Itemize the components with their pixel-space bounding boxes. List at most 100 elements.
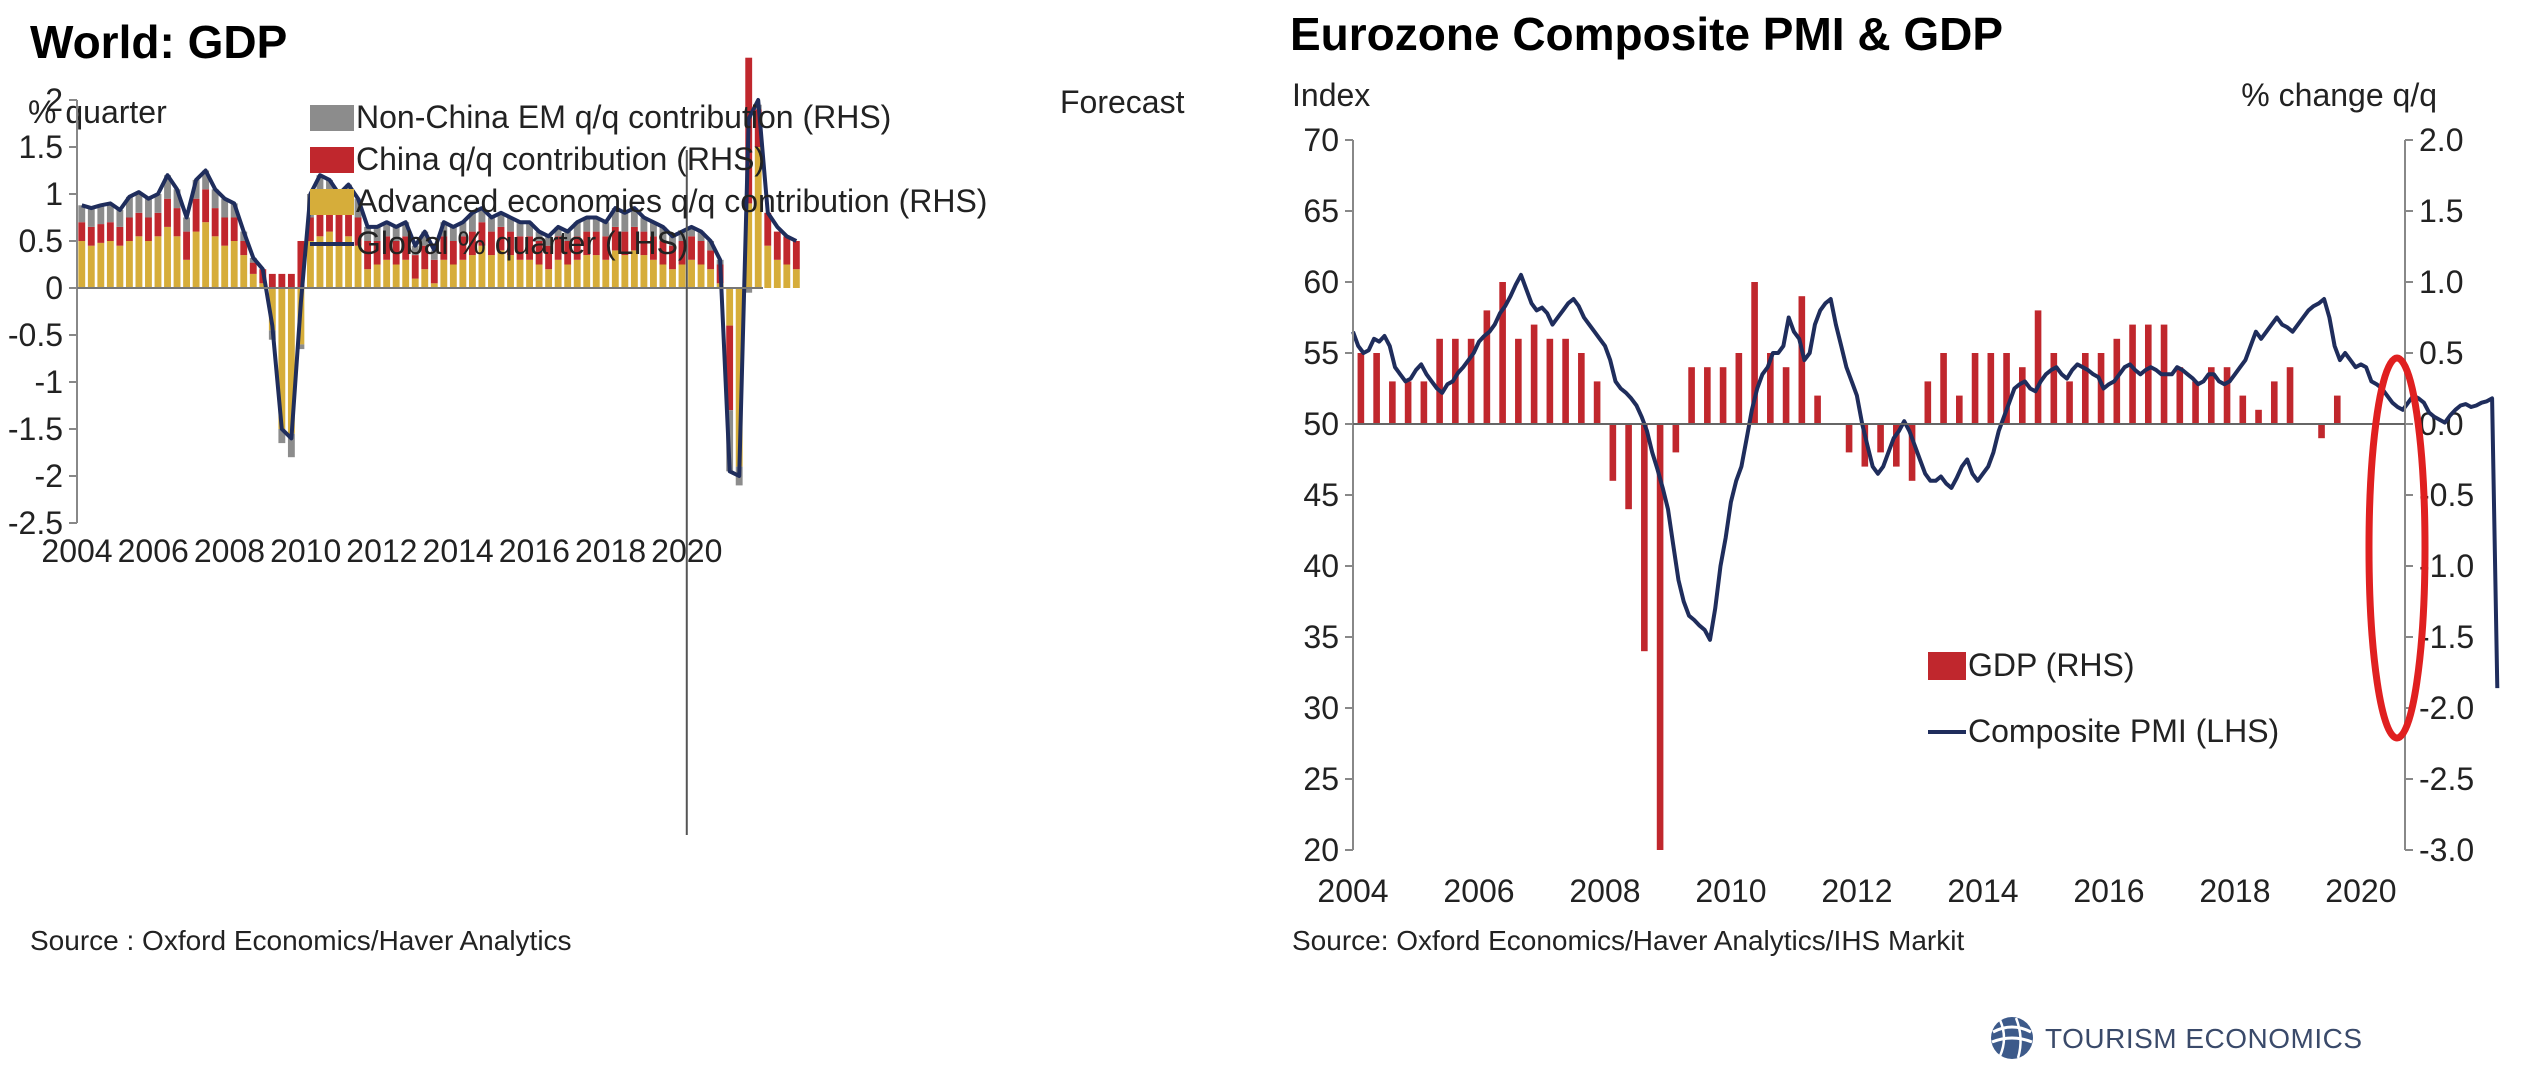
advanced-bar: [259, 283, 267, 288]
world-gdp-chart: World: GDP % quarter Forecast 2 1.5 1 0.5 0 -…: [8, 16, 1185, 956]
gdp-bar: [1877, 424, 1884, 453]
gdp-bar: [1688, 367, 1695, 424]
legend-label: Composite PMI (LHS): [1968, 713, 2279, 749]
em-bar: [535, 231, 543, 241]
advanced-bar: [488, 255, 495, 288]
left-line-series: [81, 98, 798, 478]
em-bar: [488, 217, 495, 232]
right-right-tick-label: -2.0: [2419, 690, 2474, 726]
right-axes: [1345, 139, 2413, 851]
em-bar: [373, 226, 381, 241]
em-bar: [125, 196, 133, 218]
left-x-tick-label: 2008: [194, 533, 265, 569]
advanced-bar: [383, 259, 391, 288]
advanced-bar: [183, 259, 190, 288]
china-bar: [697, 241, 705, 265]
advanced-bar: [345, 236, 352, 288]
gdp-bar: [1751, 282, 1758, 424]
advanced-bar: [468, 255, 476, 288]
gdp-bar: [1641, 424, 1648, 652]
gdp-bar: [1845, 424, 1853, 453]
advanced-bar: [592, 255, 600, 288]
advanced-bar: [564, 264, 572, 288]
china-bar: [535, 241, 543, 265]
gdp-bar: [1609, 424, 1617, 481]
left-y-tick-label: -1: [35, 364, 63, 400]
gdp-bar: [1546, 338, 1554, 424]
advanced-bar: [125, 241, 133, 288]
gdp-bar: [1467, 338, 1475, 424]
advanced-bar: [583, 255, 591, 288]
gdp-bar: [1735, 353, 1743, 424]
eurozone-pmi-gdp-chart: Eurozone Composite PMI & GDP Index % cha…: [1290, 8, 2500, 956]
em-bar: [78, 205, 86, 223]
china-bar: [478, 222, 486, 246]
advanced-bar: [707, 269, 715, 288]
right-left-axis-label: Index: [1292, 77, 1370, 113]
advanced-bar: [459, 259, 467, 288]
gdp-bar: [2255, 409, 2262, 424]
left-y-tick-label: 1: [45, 176, 63, 212]
gdp-bar: [1562, 338, 1569, 424]
right-x-tick-label: 2012: [1821, 873, 1892, 909]
em-bar: [211, 189, 219, 209]
left-y-ticks: 2 1.5 1 0.5 0 -0.5 -1 -1.5 -2 -2.5: [8, 82, 63, 541]
china-bar: [392, 241, 400, 265]
china-bar: [707, 250, 715, 270]
highlight-ring: [2365, 354, 2429, 742]
advanced-bar: [783, 264, 791, 288]
globe-icon: [1991, 1017, 2033, 1059]
china-bar: [526, 236, 533, 260]
em-bar: [287, 433, 295, 458]
china-bar: [106, 222, 114, 241]
advanced-bar: [335, 245, 343, 288]
advanced-bar: [373, 264, 381, 288]
em-bar: [383, 222, 391, 237]
gdp-bar: [1625, 424, 1632, 510]
left-source-note: Source : Oxford Economics/Haver Analytic…: [30, 925, 572, 956]
advanced-bar: [78, 241, 86, 288]
advanced-bar: [106, 241, 114, 288]
gdp-bar: [2097, 353, 2105, 424]
advanced-bar: [573, 259, 581, 288]
china-bar: [459, 236, 467, 260]
legend-label: GDP (RHS): [1968, 647, 2135, 683]
china-bar: [468, 231, 476, 256]
advanced-bar: [97, 242, 105, 288]
china-bar: [554, 236, 562, 260]
em-bar: [650, 222, 657, 237]
right-x-ticks: 2004 2006 2008 2010 2012 2014 2016 2018 2020: [1317, 873, 2396, 909]
china-bar: [135, 212, 143, 237]
china-bar: [783, 236, 791, 265]
china-bar: [240, 241, 248, 256]
right-right-axis-label: % change q/q: [2241, 77, 2437, 113]
china-bar: [249, 262, 257, 274]
gdp-bar: [2019, 367, 2026, 424]
em-bar: [611, 208, 619, 227]
right-x-tick-label: 2010: [1695, 873, 1766, 909]
em-bar: [583, 217, 591, 232]
gdp-bar: [1798, 296, 1806, 424]
advanced-bar: [268, 288, 276, 331]
em-bar: [402, 222, 410, 237]
gdp-bar: [2066, 381, 2073, 424]
advanced-bar: [526, 259, 533, 288]
gdp-bar: [1656, 424, 1664, 850]
gdp-bar: [1782, 367, 1790, 424]
gdp-bar: [2239, 395, 2247, 424]
advanced-bar: [535, 264, 543, 288]
gdp-bar: [2113, 338, 2121, 424]
em-bar: [440, 222, 448, 237]
em-bar: [516, 222, 524, 237]
em-bar: [411, 245, 419, 256]
gdp-bar: [2333, 395, 2341, 424]
em-bar: [640, 217, 648, 232]
advanced-bar: [135, 236, 143, 288]
legend-label: China q/q contribution (RHS): [356, 141, 765, 177]
gdp-bar: [2207, 367, 2215, 424]
china-bar: [602, 236, 610, 260]
right-left-tick-label: 60: [1303, 264, 1339, 300]
gdp-bar: [1908, 424, 1916, 481]
advanced-bar: [764, 245, 772, 288]
gdp-bar: [1672, 424, 1680, 453]
